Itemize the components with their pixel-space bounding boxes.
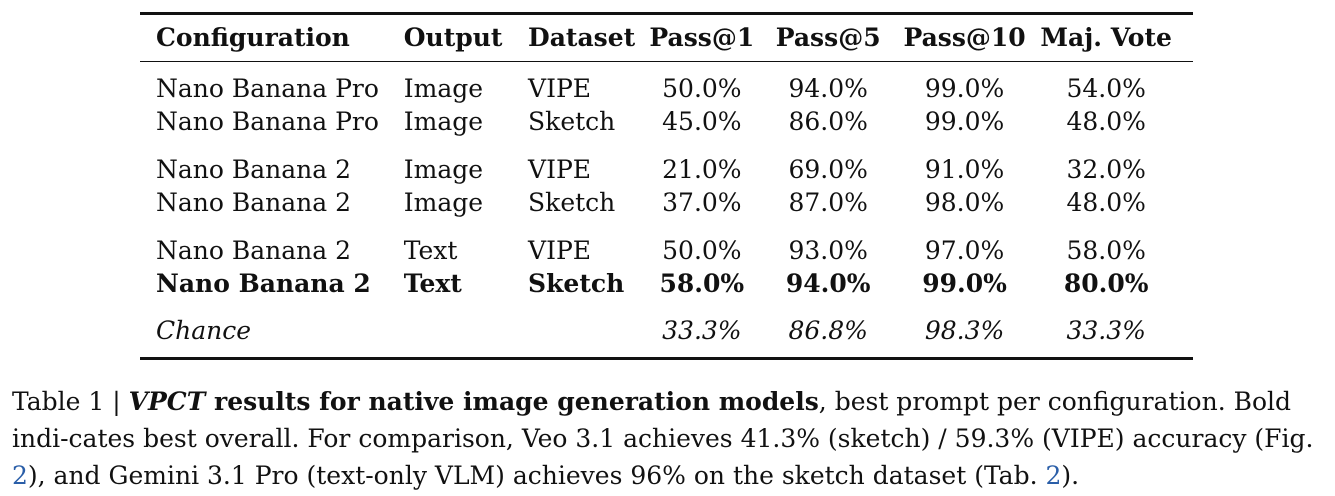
header-configuration: Configuration [140, 12, 404, 62]
table-ref-link[interactable]: 2 [1045, 461, 1062, 490]
cell-pass10: 99.0% [924, 74, 1005, 103]
table-row: Nano Banana 2 Text VIPE 50.0% 93.0% 97.0… [140, 219, 1193, 267]
caption-title-emph: VPCT [128, 387, 206, 416]
cell-configuration: Nano Banana 2 [156, 155, 352, 184]
cell-maj-vote: 80.0% [1063, 269, 1149, 298]
cell-pass5: 94.0% [785, 269, 871, 298]
cell-output: Image [403, 74, 484, 103]
cell-configuration: Nano Banana Pro [156, 74, 379, 103]
cell-pass10: 99.0% [922, 269, 1007, 298]
cell-output: Image [403, 188, 484, 217]
table-header-row: Configuration Output Dataset Pass@1 Pass… [140, 12, 1193, 62]
cell-pass10: 97.0% [924, 236, 1005, 265]
cell-maj-vote: 48.0% [1066, 188, 1146, 217]
cell-pass1: 58.0% [659, 269, 745, 298]
results-table-container: Configuration Output Dataset Pass@1 Pass… [140, 12, 1193, 360]
caption-text: ), and Gemini 3.1 Pro (text-only VLM) ac… [27, 461, 1046, 490]
cell-maj-vote: 48.0% [1066, 107, 1146, 136]
cell-maj-vote: 33.3% [1035, 300, 1193, 360]
cell-pass5: 86.0% [788, 107, 868, 136]
cell-output: Text [403, 236, 458, 265]
header-maj-vote: Maj. Vote [1035, 12, 1193, 62]
cell-pass10: 98.3% [893, 300, 1036, 360]
cell-pass1: 45.0% [662, 107, 742, 136]
table-row-chance: Chance 33.3% 86.8% 98.3% 33.3% [140, 300, 1193, 360]
cell-pass5: 86.8% [762, 300, 894, 360]
cell-configuration: Nano Banana 2 [156, 188, 352, 217]
header-pass1: Pass@1 [641, 12, 763, 62]
header-pass10: Pass@10 [893, 12, 1036, 62]
cell-pass1: 50.0% [662, 236, 742, 265]
cell-dataset: Sketch [528, 188, 616, 217]
figure-ref-link[interactable]: 2 [12, 461, 28, 490]
table-caption: Table 1 | VPCT results for native image … [12, 383, 1325, 494]
cell-pass10: 99.0% [924, 107, 1005, 136]
table-row: Nano Banana Pro Image Sketch 45.0% 86.0%… [140, 105, 1193, 138]
cell-pass5: 87.0% [788, 188, 868, 217]
caption-label: Table 1 | [12, 387, 129, 416]
cell-output: Image [403, 155, 484, 184]
cell-dataset: VIPE [528, 236, 592, 265]
cell-output [403, 300, 529, 360]
cell-pass5: 94.0% [788, 74, 868, 103]
header-output: Output [403, 12, 529, 62]
cell-configuration: Nano Banana Pro [156, 107, 379, 136]
cell-output: Text [403, 269, 462, 298]
cell-dataset: Sketch [528, 269, 625, 298]
cell-pass10: 98.0% [924, 188, 1005, 217]
cell-maj-vote: 54.0% [1066, 74, 1146, 103]
cell-pass1: 37.0% [662, 188, 742, 217]
cell-pass1: 50.0% [662, 74, 742, 103]
results-table: Configuration Output Dataset Pass@1 Pass… [140, 12, 1193, 360]
table-row: Nano Banana 2 Image VIPE 21.0% 69.0% 91.… [140, 138, 1193, 186]
cell-pass1: 21.0% [662, 155, 742, 184]
cell-dataset: VIPE [528, 155, 592, 184]
cell-dataset: VIPE [528, 74, 592, 103]
caption-title: results for native image generation mode… [205, 387, 819, 416]
table-row: Nano Banana 2 Image Sketch 37.0% 87.0% 9… [140, 186, 1193, 219]
cell-dataset [528, 300, 642, 360]
cell-dataset: Sketch [528, 107, 616, 136]
cell-configuration: Chance [140, 300, 404, 360]
header-dataset: Dataset [528, 12, 642, 62]
table-row: Nano Banana Pro Image VIPE 50.0% 94.0% 9… [140, 62, 1193, 106]
caption-text: , best prompt per configuration. Bold in… [12, 387, 1314, 453]
header-pass5: Pass@5 [762, 12, 894, 62]
caption-text: ). [1061, 461, 1080, 490]
table-row-best: Nano Banana 2 Text Sketch 58.0% 94.0% 99… [140, 267, 1193, 300]
cell-maj-vote: 58.0% [1066, 236, 1146, 265]
cell-output: Image [403, 107, 484, 136]
cell-pass1: 33.3% [641, 300, 763, 360]
cell-pass5: 93.0% [788, 236, 868, 265]
cell-configuration: Nano Banana 2 [156, 236, 352, 265]
cell-pass10: 91.0% [924, 155, 1005, 184]
cell-configuration: Nano Banana 2 [156, 269, 371, 298]
cell-maj-vote: 32.0% [1066, 155, 1146, 184]
cell-pass5: 69.0% [788, 155, 868, 184]
